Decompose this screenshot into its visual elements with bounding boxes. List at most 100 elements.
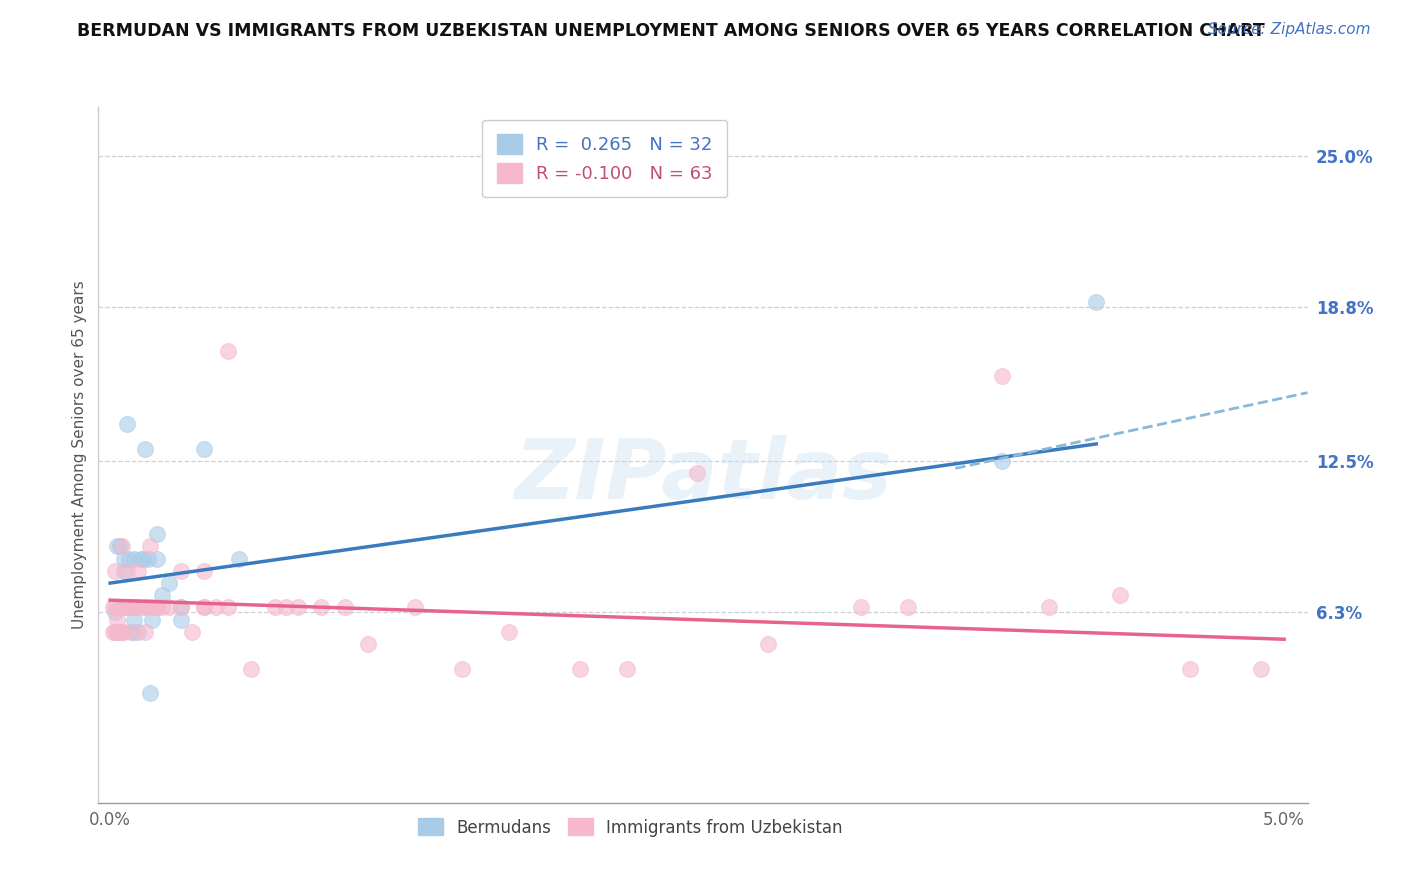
Point bbox=[104, 600, 127, 615]
Point bbox=[120, 600, 142, 615]
Point bbox=[111, 600, 134, 615]
Point bbox=[104, 606, 127, 620]
Point bbox=[141, 600, 163, 615]
Point bbox=[136, 551, 159, 566]
Point bbox=[104, 564, 127, 578]
Point bbox=[134, 624, 156, 639]
Text: Source: ZipAtlas.com: Source: ZipAtlas.com bbox=[1208, 22, 1371, 37]
Point bbox=[122, 600, 145, 615]
Legend: Bermudans, Immigrants from Uzbekistan: Bermudans, Immigrants from Uzbekistan bbox=[412, 812, 849, 843]
Point bbox=[115, 600, 138, 615]
Point bbox=[756, 637, 779, 651]
Point bbox=[616, 661, 638, 675]
Point bbox=[157, 600, 180, 615]
Point bbox=[112, 551, 135, 566]
Point bbox=[104, 624, 127, 639]
Point bbox=[169, 613, 191, 627]
Point bbox=[129, 551, 152, 566]
Point bbox=[101, 624, 124, 639]
Point bbox=[451, 661, 474, 675]
Point bbox=[146, 551, 169, 566]
Point bbox=[111, 540, 134, 554]
Point bbox=[193, 600, 215, 615]
Point bbox=[111, 600, 134, 615]
Point bbox=[240, 661, 263, 675]
Point bbox=[333, 600, 356, 615]
Point bbox=[105, 613, 128, 627]
Point bbox=[111, 624, 134, 639]
Point bbox=[108, 600, 131, 615]
Point bbox=[118, 600, 141, 615]
Text: BERMUDAN VS IMMIGRANTS FROM UZBEKISTAN UNEMPLOYMENT AMONG SENIORS OVER 65 YEARS : BERMUDAN VS IMMIGRANTS FROM UZBEKISTAN U… bbox=[77, 22, 1265, 40]
Point bbox=[101, 600, 124, 615]
Point bbox=[122, 613, 145, 627]
Point bbox=[139, 686, 162, 700]
Point bbox=[141, 613, 163, 627]
Point bbox=[129, 600, 152, 615]
Point bbox=[169, 600, 191, 615]
Point bbox=[1250, 661, 1272, 675]
Point bbox=[134, 600, 156, 615]
Point bbox=[357, 637, 380, 651]
Point bbox=[263, 600, 285, 615]
Text: ZIPatlas: ZIPatlas bbox=[515, 435, 891, 516]
Point bbox=[127, 600, 149, 615]
Point bbox=[217, 600, 239, 615]
Point bbox=[122, 600, 145, 615]
Point bbox=[404, 600, 426, 615]
Point bbox=[105, 624, 128, 639]
Point bbox=[139, 540, 162, 554]
Point bbox=[134, 442, 156, 456]
Point bbox=[1180, 661, 1202, 675]
Point bbox=[181, 624, 204, 639]
Point bbox=[108, 540, 131, 554]
Point bbox=[150, 600, 173, 615]
Point bbox=[311, 600, 333, 615]
Point bbox=[122, 600, 145, 615]
Point bbox=[498, 624, 520, 639]
Point bbox=[1038, 600, 1060, 615]
Point bbox=[136, 600, 159, 615]
Point bbox=[276, 600, 298, 615]
Point bbox=[217, 344, 239, 359]
Point bbox=[851, 600, 873, 615]
Point bbox=[112, 624, 135, 639]
Point bbox=[108, 624, 131, 639]
Y-axis label: Unemployment Among Seniors over 65 years: Unemployment Among Seniors over 65 years bbox=[72, 281, 87, 629]
Point bbox=[146, 527, 169, 541]
Point bbox=[991, 454, 1014, 468]
Point bbox=[169, 564, 191, 578]
Point bbox=[120, 624, 142, 639]
Point bbox=[146, 600, 169, 615]
Point bbox=[568, 661, 591, 675]
Point bbox=[122, 624, 145, 639]
Point bbox=[204, 600, 226, 615]
Point bbox=[115, 564, 138, 578]
Point bbox=[193, 442, 215, 456]
Point bbox=[150, 588, 173, 602]
Point bbox=[193, 564, 215, 578]
Point bbox=[1108, 588, 1130, 602]
Point bbox=[686, 467, 709, 481]
Point bbox=[169, 600, 191, 615]
Point bbox=[108, 624, 131, 639]
Point bbox=[287, 600, 309, 615]
Point bbox=[132, 551, 155, 566]
Point bbox=[111, 600, 134, 615]
Point bbox=[146, 600, 169, 615]
Point bbox=[1085, 295, 1108, 310]
Point bbox=[115, 417, 138, 432]
Point bbox=[193, 600, 215, 615]
Point bbox=[991, 368, 1014, 383]
Point bbox=[105, 540, 128, 554]
Point bbox=[105, 624, 128, 639]
Point bbox=[157, 576, 180, 591]
Point bbox=[897, 600, 920, 615]
Point bbox=[122, 551, 145, 566]
Point bbox=[112, 600, 135, 615]
Point bbox=[112, 564, 135, 578]
Point bbox=[127, 624, 149, 639]
Point bbox=[118, 551, 141, 566]
Point bbox=[127, 564, 149, 578]
Point bbox=[228, 551, 250, 566]
